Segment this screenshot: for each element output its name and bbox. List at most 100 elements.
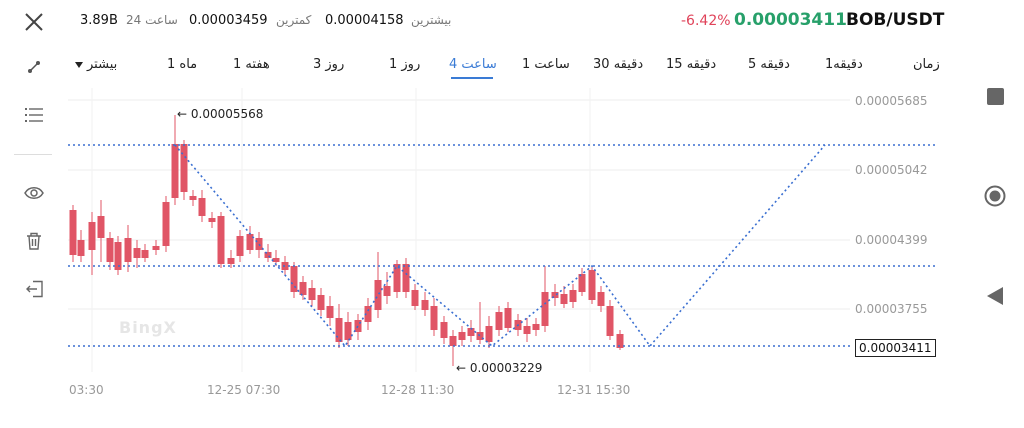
candle-body: [141, 250, 149, 258]
volume-label: 24 ساعت: [126, 13, 178, 27]
candle-body: [551, 292, 559, 298]
candle-body: [97, 216, 105, 238]
candle-body: [152, 246, 160, 250]
y-axis-label: 0.00004399: [855, 233, 928, 247]
candle-body: [504, 308, 512, 328]
candle-body: [326, 306, 334, 318]
candle-body: [467, 328, 475, 336]
candle-body: [449, 336, 457, 346]
timeframe-more[interactable]: بیشتر: [75, 57, 117, 72]
candle-body: [485, 326, 493, 342]
tf-1-min[interactable]: 1دقیقه: [825, 57, 863, 72]
candle-body: [227, 258, 235, 264]
trash-icon[interactable]: [26, 232, 42, 250]
candle-body: [354, 320, 362, 332]
price-change: -6.42%: [681, 13, 731, 29]
candle-body: [421, 300, 429, 310]
list-icon[interactable]: [25, 107, 43, 123]
y-axis-label: 0.00005042: [855, 163, 928, 177]
candle-body: [402, 264, 410, 292]
exit-icon[interactable]: [26, 280, 44, 298]
candle-body: [246, 234, 254, 250]
candle-body: [198, 198, 206, 216]
candle-body: [264, 252, 272, 258]
candle-body: [236, 236, 244, 256]
candle-body: [383, 286, 391, 296]
tf-5-min[interactable]: 5 دقیقه: [748, 57, 790, 72]
eye-icon[interactable]: [24, 185, 44, 201]
candle-body: [588, 270, 596, 300]
candle-body: [77, 240, 85, 256]
x-axis-label: 03:30: [69, 383, 104, 397]
candle-body: [344, 322, 352, 340]
tf-1-week[interactable]: 1 هفته: [233, 57, 270, 72]
candle-body: [272, 258, 280, 262]
candle-body: [317, 295, 325, 310]
tf-1-hour[interactable]: 1 ساعت: [522, 57, 570, 72]
active-tab-indicator: [451, 77, 493, 79]
triangle-back-icon[interactable]: [986, 286, 1004, 306]
candle-body: [308, 288, 316, 300]
tf-1-month[interactable]: 1 ماه: [167, 57, 198, 72]
candle-body: [541, 292, 549, 326]
tf-15-min[interactable]: 15 دقیقه: [666, 57, 717, 72]
candle-body: [532, 324, 540, 330]
candle-body: [523, 326, 531, 334]
candle-body: [411, 290, 419, 306]
y-axis-label: 0.00005685: [855, 94, 928, 108]
candle-body: [476, 332, 484, 340]
candle-body: [217, 216, 225, 264]
candle-body: [88, 222, 96, 250]
candle-body: [458, 332, 466, 340]
low-value: 0.00003459: [189, 13, 268, 28]
caret-down-icon: [75, 61, 83, 68]
high-label: بیشترین: [411, 13, 452, 27]
candle-body: [430, 306, 438, 330]
toolbar-divider: [14, 154, 52, 155]
x-axis-label: 12-28 11:30: [381, 383, 455, 397]
candle-body: [106, 238, 114, 262]
candle-body: [114, 242, 122, 270]
candle-body: [597, 292, 605, 306]
last-price: 0.00003411: [734, 10, 847, 30]
volume-value: 3.89B: [80, 13, 118, 28]
tf-1-day[interactable]: 1 روز: [389, 57, 421, 72]
candle-body: [171, 144, 179, 198]
x-axis-label: 12-31 15:30: [557, 383, 631, 397]
candle-body: [616, 334, 624, 348]
x-axis-label: 12-25 07:30: [207, 383, 281, 397]
candle-body: [162, 202, 170, 246]
candle-body: [569, 290, 577, 302]
candle-body: [290, 266, 298, 292]
high-annotation: ← 0.00005568: [177, 107, 264, 121]
candle-body: [560, 294, 568, 304]
candle-body: [133, 248, 141, 258]
candle-body: [374, 280, 382, 310]
tf-3-day[interactable]: 3 روز: [313, 57, 345, 72]
draw-line-icon[interactable]: [27, 60, 41, 74]
candle-body: [299, 282, 307, 295]
current-price-tag: 0.00003411: [855, 339, 936, 357]
time-label: زمان: [913, 57, 940, 72]
low-annotation: ← 0.00003229: [456, 361, 543, 375]
candle-body: [180, 144, 188, 192]
tf-4-hour[interactable]: 4 ساعت: [449, 57, 497, 72]
square-icon[interactable]: [987, 88, 1004, 105]
candle-body: [606, 306, 614, 336]
low-label: کمترین: [276, 13, 312, 27]
candle-body: [578, 274, 586, 292]
candle-body: [393, 264, 401, 292]
y-axis-label: 0.00003755: [855, 302, 928, 316]
high-value: 0.00004158: [325, 13, 404, 28]
candle-body: [69, 210, 77, 255]
circle-icon[interactable]: [984, 185, 1006, 207]
candle-body: [124, 238, 132, 262]
candle-body: [364, 306, 372, 322]
tf-30-min[interactable]: 30 دقیقه: [593, 57, 644, 72]
candle-body: [440, 322, 448, 338]
watermark: BingX: [119, 318, 177, 337]
candle-body: [208, 218, 216, 222]
close-icon[interactable]: [22, 10, 46, 34]
pair-title[interactable]: BOB/USDT: [846, 10, 945, 30]
